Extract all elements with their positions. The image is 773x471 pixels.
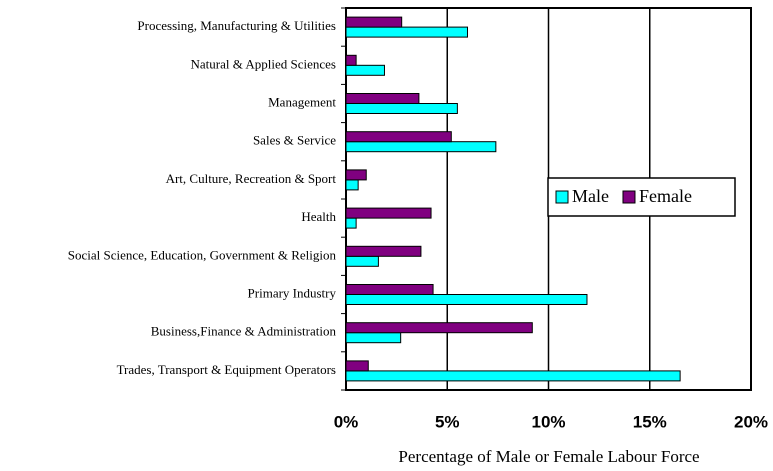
x-tick-label: 10% <box>531 412 565 431</box>
legend-swatch <box>622 190 636 204</box>
y-tick-label: Art, Culture, Recreation & Sport <box>166 171 337 186</box>
bar <box>345 322 533 334</box>
bar <box>345 16 403 28</box>
bar <box>345 103 458 114</box>
bar <box>345 54 357 66</box>
y-tick-label: Primary Industry <box>248 285 337 300</box>
bar <box>345 294 588 305</box>
y-tick-label: Business,Finance & Administration <box>151 324 337 339</box>
x-tick-label: 20% <box>734 412 768 431</box>
y-tick-label: Health <box>301 209 336 224</box>
bar <box>345 179 359 191</box>
bar <box>345 169 367 181</box>
legend-box <box>547 177 736 217</box>
bar <box>345 131 452 143</box>
x-axis-title: Percentage of Male or Female Labour Forc… <box>398 447 699 466</box>
bar <box>345 207 432 219</box>
bar <box>345 217 357 229</box>
bar <box>345 255 379 267</box>
bar <box>345 26 468 38</box>
bar <box>345 64 385 76</box>
bar <box>345 332 402 344</box>
y-tick-label: Sales & Service <box>253 133 336 148</box>
y-tick-label: Trades, Transport & Equipment Operators <box>117 362 336 377</box>
bar <box>345 284 434 295</box>
legend-swatch <box>555 190 569 204</box>
bar <box>345 360 369 372</box>
bar <box>345 370 681 382</box>
legend-label: Female <box>639 186 692 206</box>
y-tick-label: Processing, Manufacturing & Utilities <box>137 18 336 33</box>
y-tick-label: Natural & Applied Sciences <box>191 56 337 71</box>
y-tick-label: Management <box>268 94 336 109</box>
bar <box>345 141 497 153</box>
y-tick-label: Social Science, Education, Government & … <box>68 247 337 262</box>
legend-label: Male <box>572 186 609 206</box>
x-tick-label: 5% <box>435 412 460 431</box>
bar <box>345 245 422 257</box>
legend: Male Female <box>547 177 736 217</box>
x-tick-label: 15% <box>633 412 667 431</box>
x-tick-label: 0% <box>334 412 359 431</box>
bar <box>345 93 420 104</box>
